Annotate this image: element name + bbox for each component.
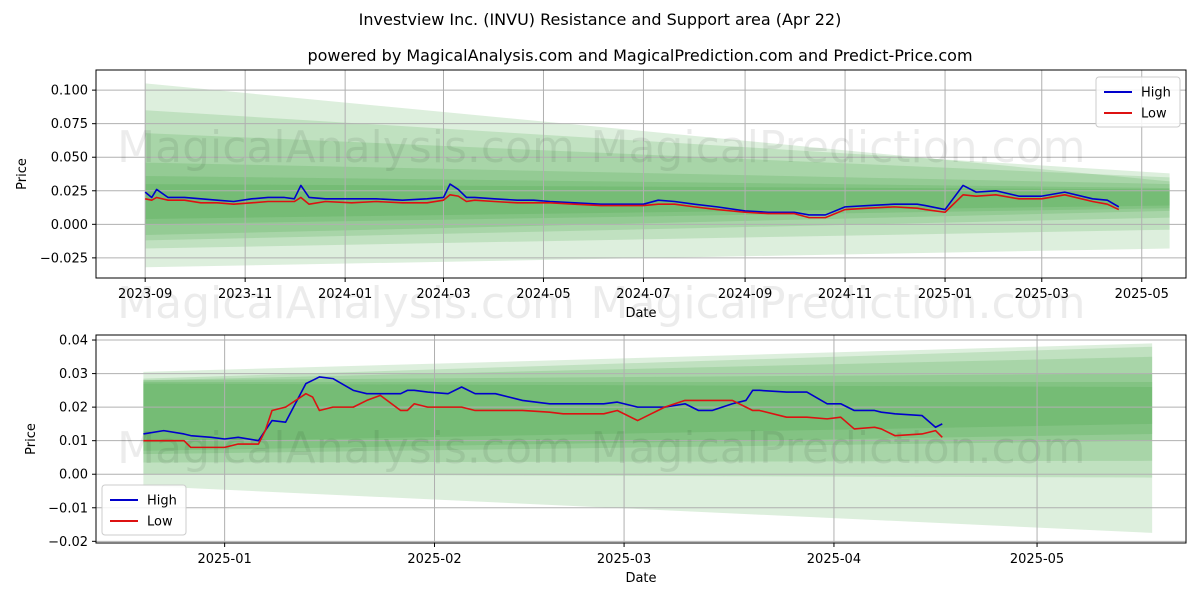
legend: High Low — [1095, 76, 1181, 128]
x-tick-label: 2024-01 — [318, 287, 372, 302]
legend-box — [1095, 76, 1181, 128]
y-axis-label: Price — [15, 158, 30, 190]
top-chart-panel: MagicalAnalysis.com MagicalPrediction.com… — [15, 69, 1187, 329]
forecast-band-3 — [145, 133, 1170, 241]
y-tick-label: 0.100 — [51, 84, 88, 99]
watermark: MagicalPrediction.com — [591, 122, 1086, 173]
watermark: MagicalPrediction.com — [591, 278, 1086, 329]
x-tick-label: 2024-07 — [616, 287, 670, 302]
chart-subtitle: powered by MagicalAnalysis.com and Magic… — [307, 46, 972, 65]
x-axis-label: Date — [625, 571, 656, 586]
y-tick-label: 0.03 — [59, 367, 88, 382]
legend-label-high: High — [1141, 86, 1171, 101]
x-tick-label: 2025-04 — [807, 552, 861, 567]
series-line-low — [145, 194, 1120, 219]
series-line-high — [144, 183, 1120, 216]
x-tick-label: 2023-11 — [218, 287, 272, 302]
forecast-band-2 — [143, 346, 1153, 478]
y-tick-label: −0.02 — [48, 535, 88, 550]
y-tick-label: 0.050 — [51, 151, 88, 166]
watermark: MagicalAnalysis.com — [117, 423, 575, 474]
series-lines — [144, 183, 1120, 219]
x-tick-label: 2023-09 — [118, 287, 172, 302]
y-tick-label: 0.075 — [51, 117, 88, 132]
x-tick-label: 2025-02 — [407, 552, 461, 567]
y-tick-label: 0.04 — [59, 334, 88, 349]
y-tick-label: 0.02 — [59, 401, 88, 416]
series-line-low — [143, 392, 943, 449]
y-tick-label: 0.025 — [51, 184, 88, 199]
forecast-band-4 — [145, 162, 1170, 236]
x-tick-label: 2025-05 — [1010, 552, 1064, 567]
forecast-bands — [145, 83, 1170, 268]
bottom-chart-panel: MagicalAnalysis.com MagicalPrediction.com… — [24, 334, 1187, 586]
x-tick-label: 2025-03 — [597, 552, 651, 567]
watermark: MagicalAnalysis.com — [117, 278, 575, 329]
y-tick-label: 0.00 — [59, 468, 88, 483]
y-tick-label: 0.000 — [51, 218, 88, 233]
x-tick-label: 2025-03 — [1015, 287, 1069, 302]
x-tick-label: 2025-01 — [918, 287, 972, 302]
y-tick-label: −0.025 — [40, 251, 88, 266]
legend-label-low: Low — [147, 515, 173, 530]
x-tick-label: 2024-05 — [516, 287, 570, 302]
x-tick-label: 2025-05 — [1115, 287, 1169, 302]
axes-frame — [95, 69, 1187, 279]
x-tick-label: 2024-11 — [818, 287, 872, 302]
forecast-band-6 — [145, 184, 1170, 219]
forecast-band-6 — [143, 383, 1153, 443]
y-axis-label: Price — [24, 423, 39, 455]
chart-title: Investview Inc. (INVU) Resistance and Su… — [359, 10, 842, 29]
series-lines — [143, 376, 943, 449]
forecast-band-1 — [145, 83, 1170, 268]
watermark: MagicalPrediction.com — [591, 423, 1086, 474]
series-line-high — [143, 376, 943, 442]
x-axis-label: Date — [625, 306, 656, 321]
legend-label-high: High — [147, 494, 177, 509]
x-tick-label: 2025-01 — [197, 552, 251, 567]
y-tick-label: −0.01 — [48, 501, 88, 516]
x-tick-label: 2024-03 — [416, 287, 470, 302]
axes-frame — [95, 334, 1187, 544]
forecast-band-1 — [143, 343, 1153, 533]
grid — [96, 335, 1186, 543]
legend: High Low — [101, 484, 187, 536]
watermark: MagicalAnalysis.com — [117, 122, 575, 173]
legend-box — [101, 484, 187, 536]
grid — [96, 70, 1186, 278]
y-tick-label: 0.01 — [59, 434, 88, 449]
legend-label-low: Low — [1141, 107, 1167, 122]
forecast-band-2 — [145, 110, 1170, 249]
x-tick-label: 2024-09 — [718, 287, 772, 302]
